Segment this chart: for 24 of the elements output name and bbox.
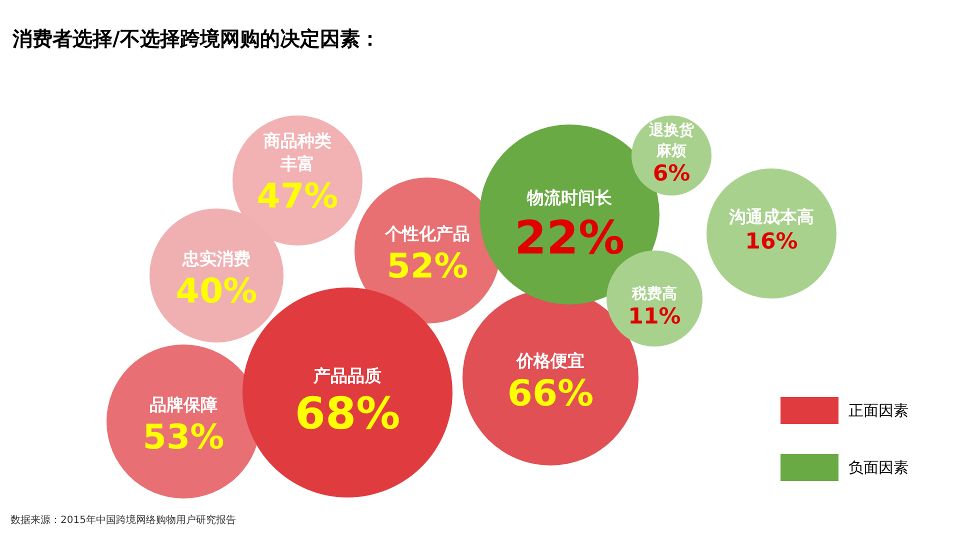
- category-label: 商品种类丰富: [262, 132, 332, 174]
- category-label: 税费高: [631, 284, 677, 302]
- category-label: 退换货麻烦: [648, 120, 695, 160]
- category-label: 个性化产品: [384, 224, 470, 244]
- category-label: 物流时间长: [526, 188, 613, 208]
- data-label: 52%: [386, 246, 468, 286]
- data-label: 6%: [652, 162, 690, 186]
- category-label: 价格便宜: [516, 352, 584, 372]
- legend-label: 负面因素: [848, 458, 908, 476]
- category-label: 忠实消费: [182, 250, 250, 270]
- data-label: 16%: [745, 230, 798, 254]
- category-label: 品牌保障: [150, 396, 218, 416]
- data-label: 40%: [176, 272, 258, 312]
- data-label: 53%: [142, 418, 224, 458]
- source-note: 数据来源：2015年中国跨境网络购物用户研究报告: [10, 514, 236, 526]
- data-label: 11%: [628, 304, 681, 330]
- data-label: 47%: [256, 176, 338, 216]
- data-label: 68%: [294, 388, 400, 440]
- data-label: 66%: [507, 374, 594, 414]
- data-label: 22%: [514, 210, 625, 264]
- category-label: 产品品质: [312, 366, 382, 386]
- legend-label: 正面因素: [848, 402, 908, 420]
- text: 消费者选择/不选择跨境网购的决定因素：: [12, 26, 380, 50]
- category-label: 沟通成本高: [728, 208, 814, 228]
